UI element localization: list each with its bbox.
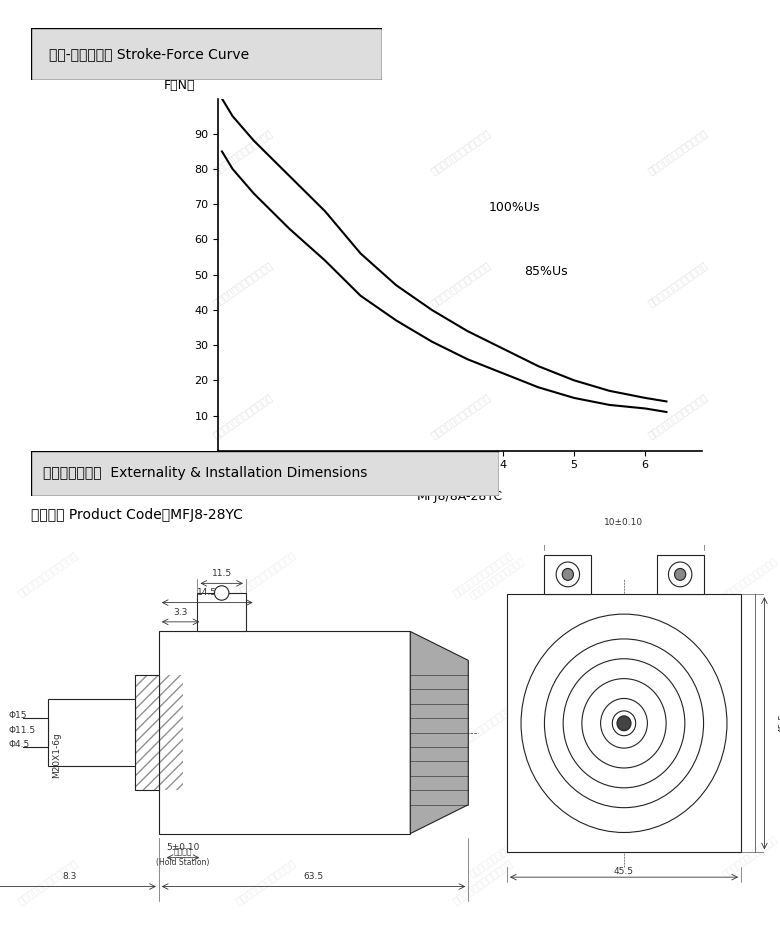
Text: 无锡凯维液压机械有限公司: 无锡凯维液压机械有限公司 [451,549,515,598]
Text: 无锡凯维液压机械有限公司: 无锡凯维液压机械有限公司 [646,392,710,439]
Circle shape [562,568,573,580]
Text: 无锡凯维液压机械有限公司: 无锡凯维液压机械有限公司 [428,259,492,308]
Text: Φ4.5: Φ4.5 [9,740,30,749]
Text: 无锡凯维液压机械有限公司: 无锡凯维液压机械有限公司 [428,392,492,439]
Bar [159,631,410,834]
Bar [507,594,741,853]
Text: Φ11.5: Φ11.5 [9,726,36,734]
Text: 无锡凯维液压机械有限公司: 无锡凯维液压机械有限公司 [451,703,515,752]
Text: 无锡凯维液压机械有限公司: 无锡凯维液压机械有限公司 [428,127,492,176]
X-axis label: S（mm）: S（mm） [437,473,484,486]
Text: 无锡凯维液压机械有限公司: 无锡凯维液压机械有限公司 [469,835,526,880]
Text: 外形及安装尺寸  Externality & Installation Dimensions: 外形及安装尺寸 Externality & Installation Dimen… [43,467,367,480]
Bar [135,675,159,791]
Bar [135,675,183,791]
Circle shape [675,568,686,580]
Text: 5±0.10: 5±0.10 [166,843,200,853]
Text: 63.5: 63.5 [303,872,324,882]
Text: MFJ8/8A-28YC: MFJ8/8A-28YC [417,490,503,503]
Circle shape [556,562,580,587]
Bar [19,718,48,747]
Circle shape [617,716,631,731]
Text: 开
关
型: 开 关 型 [7,371,15,418]
Text: 无锡凯维液压机械有限公司: 无锡凯维液压机械有限公司 [233,703,297,752]
FancyBboxPatch shape [31,451,499,496]
Text: 无锡凯维液压机械有限公司: 无锡凯维液压机械有限公司 [211,392,275,439]
Text: 无锡凯维液压机械有限公司: 无锡凯维液压机械有限公司 [646,127,710,176]
Text: 无锡凯维液压机械有限公司: 无锡凯维液压机械有限公司 [16,857,80,906]
Text: 45.5: 45.5 [614,868,634,876]
Text: 行程-力特性曲线 Stroke-Force Curve: 行程-力特性曲线 Stroke-Force Curve [48,47,249,61]
Text: 10±0.10: 10±0.10 [604,518,644,528]
Text: 无锡凯维液压机械有限公司: 无锡凯维液压机械有限公司 [16,703,80,752]
Bar [0,725,19,740]
Polygon shape [410,631,468,834]
Text: 无锡凯维液压机械有限公司: 无锡凯维液压机械有限公司 [16,549,80,598]
Text: 得电位置
(Hold Station): 得电位置 (Hold Station) [156,848,210,867]
Text: 3.3: 3.3 [173,608,188,617]
Text: 无锡凯维液压机械有限公司: 无锡凯维液压机械有限公司 [722,835,779,880]
Bar [48,699,135,766]
Text: 8.3: 8.3 [62,872,76,882]
Text: 无锡凯维液压机械有限公司: 无锡凯维液压机械有限公司 [469,557,526,602]
Text: 无锡凯维液压机械有限公司: 无锡凯维液压机械有限公司 [211,127,275,176]
Text: 100%Us: 100%Us [488,201,540,214]
Circle shape [215,586,229,600]
Text: 产品型号 Product Code：MFJ8-28YC: 产品型号 Product Code：MFJ8-28YC [31,508,243,522]
Text: 无锡凯维液压机械有限公司: 无锡凯维液压机械有限公司 [211,259,275,308]
Text: Φ15: Φ15 [9,711,27,720]
Text: 无锡凯维液压机械有限公司: 无锡凯维液压机械有限公司 [451,857,515,906]
Text: 85%Us: 85%Us [524,265,568,278]
Text: Switching
Solenoid: Switching Solenoid [2,464,20,501]
Text: 11.5: 11.5 [211,569,232,578]
FancyBboxPatch shape [31,28,382,80]
Text: 45.5: 45.5 [778,714,780,733]
Bar [544,555,591,594]
Text: 无锡凯维液压机械有限公司: 无锡凯维液压机械有限公司 [233,549,297,598]
Y-axis label: F（N）: F（N） [164,79,196,91]
Text: 14.5: 14.5 [197,589,217,597]
Text: 无锡凯维液压机械有限公司: 无锡凯维液压机械有限公司 [722,557,779,602]
Circle shape [668,562,692,587]
Text: 无锡凯维液压机械有限公司: 无锡凯维液压机械有限公司 [233,857,297,906]
Bar [197,593,246,631]
Bar [657,555,704,594]
Text: M20X1-6g: M20X1-6g [52,732,62,777]
Text: 无锡凯维液压机械有限公司: 无锡凯维液压机械有限公司 [646,259,710,308]
